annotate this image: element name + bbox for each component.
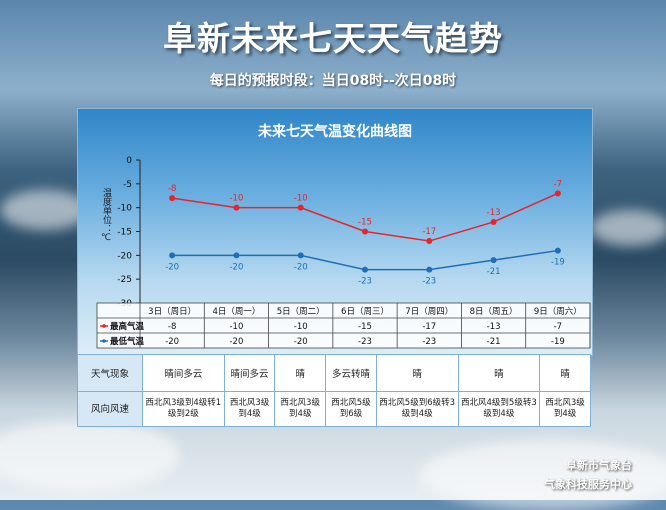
wind-cell: 西北风3级到4级 — [223, 391, 276, 427]
wind-cell: 西北风3级到4级转1级到2级 — [142, 391, 225, 427]
chart-panel: 未来七天气温变化曲线图 — [77, 108, 593, 356]
org-name-line2: 气象科技服务中心 — [544, 478, 632, 491]
org-name-line1: 阜新市气象台 — [566, 459, 632, 472]
weather-cell: 晴 — [539, 354, 591, 392]
wave-foam — [0, 420, 180, 490]
wind-row: 风向风速 西北风3级到4级转1级到2级 西北风3级到4级 西北风3级到4级 西北… — [77, 391, 591, 427]
wind-row-header: 风向风速 — [77, 391, 143, 427]
wind-cell: 西北风3级到4级 — [539, 391, 591, 427]
page-title: 阜新未来七天天气趋势 — [163, 19, 503, 58]
wind-cell: 西北风4级到5级转3级到4级 — [457, 391, 541, 427]
chart-title: 未来七天气温变化曲线图 — [258, 124, 412, 140]
weather-cell: 多云转晴 — [325, 354, 377, 392]
weather-table: 天气现象 晴间多云 晴间多云 晴 多云转晴 晴 晴 晴 风向风速 西北风3级到4… — [77, 354, 591, 427]
weather-cell: 晴 — [457, 354, 541, 392]
weather-row: 天气现象 晴间多云 晴间多云 晴 多云转晴 晴 晴 晴 — [77, 354, 591, 392]
weather-cell: 晴 — [375, 354, 459, 392]
weather-cell: 晴间多云 — [142, 354, 225, 392]
wave-foam — [0, 190, 90, 230]
page-subtitle: 每日的预报时段：当日08时--次日08时 — [209, 73, 457, 89]
weather-row-header: 天气现象 — [77, 354, 143, 392]
wind-cell: 西北风5级到6级转3级到4级 — [375, 391, 459, 427]
y-axis-label: 温度单位：℃ — [101, 188, 111, 243]
weather-cell: 晴 — [274, 354, 327, 392]
wind-cell: 西北风3级到4级 — [274, 391, 327, 427]
wave-foam — [420, 440, 666, 510]
wave-foam — [590, 210, 666, 246]
wind-cell: 西北风5级到6级 — [325, 391, 377, 427]
weather-cell: 晴间多云 — [223, 354, 276, 392]
